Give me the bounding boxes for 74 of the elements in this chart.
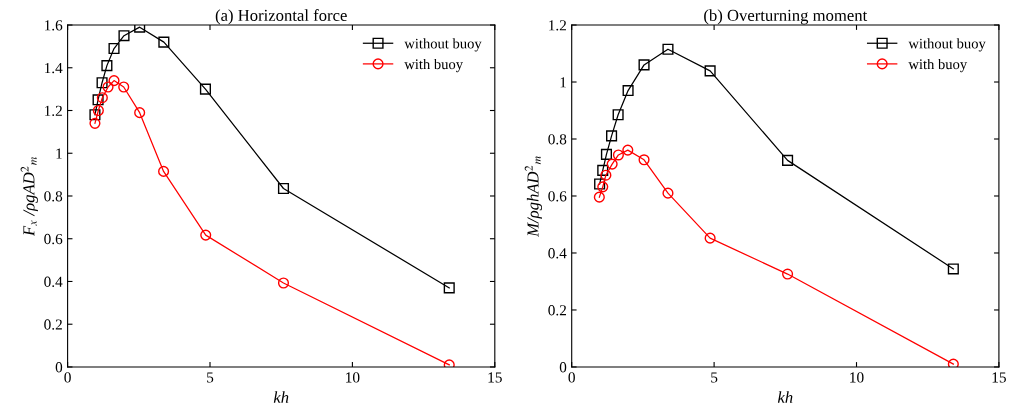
point <box>92 104 104 117</box>
point <box>158 165 170 177</box>
point <box>199 83 212 95</box>
chart-title: (b) Overturning moment <box>704 9 868 25</box>
x-axis-title: kh <box>273 391 289 403</box>
x-tick-label: 0 <box>64 372 71 383</box>
y-tick-label: 0.6 <box>548 191 567 202</box>
point <box>662 43 674 55</box>
point <box>102 81 114 93</box>
point <box>101 60 113 72</box>
point <box>96 77 108 89</box>
point <box>89 117 101 129</box>
y-tick-label: 0.8 <box>44 191 63 202</box>
point <box>947 263 959 275</box>
point <box>622 144 634 156</box>
point <box>612 149 624 161</box>
point <box>593 191 605 203</box>
y-tick-label: 1.4 <box>44 62 63 74</box>
point <box>118 30 130 42</box>
point <box>96 92 108 104</box>
y-axis-title: M/ρghAD$^{2}$$_{m}$ <box>524 156 543 238</box>
x-tick-label: 10 <box>850 372 864 383</box>
x-tick-label: 15 <box>488 372 502 383</box>
point <box>782 268 794 280</box>
y-axis-title: F$_{x}$ /ρgAD$^{2}$$_{m}$ <box>20 156 38 237</box>
y-tick-label: 1 <box>56 148 62 159</box>
point <box>782 154 794 166</box>
y-tick-label: 0.2 <box>548 305 566 316</box>
point <box>118 81 130 93</box>
point <box>600 148 613 160</box>
point <box>277 182 290 195</box>
legend-label: with buoy <box>404 58 463 73</box>
point <box>704 65 716 77</box>
y-tick-label: 1 <box>560 77 566 88</box>
point <box>612 109 624 121</box>
point <box>638 59 650 71</box>
y-tick-label: 0.2 <box>44 319 62 330</box>
y-tick-label: 0.6 <box>44 233 63 245</box>
x-tick-label: 15 <box>992 372 1006 383</box>
point <box>134 107 146 119</box>
point <box>443 282 455 294</box>
point <box>600 169 612 181</box>
y-tick-label: 0.8 <box>548 134 567 145</box>
y-tick-label: 0.4 <box>548 248 567 259</box>
point <box>89 109 101 121</box>
legend-label: with buoy <box>908 58 968 73</box>
x-tick-label: 0 <box>568 372 575 383</box>
legend-label: without buoy <box>404 38 482 52</box>
point <box>277 277 290 289</box>
point <box>704 232 716 244</box>
point <box>158 36 170 48</box>
y-tick-label: 0 <box>55 362 63 373</box>
point <box>606 158 618 170</box>
point <box>108 42 120 55</box>
x-tick-label: 5 <box>207 372 214 383</box>
x-tick-label: 10 <box>346 372 360 383</box>
y-tick-label: 0 <box>559 362 567 373</box>
point <box>622 85 634 97</box>
x-tick-label: 5 <box>711 372 718 383</box>
y-tick-label: 1.6 <box>44 20 63 31</box>
y-tick-label: 1.2 <box>44 105 62 117</box>
point <box>200 229 212 241</box>
point <box>92 94 104 106</box>
chart-title: (a) Horizontal force <box>215 9 347 25</box>
x-axis-title: kh <box>777 391 793 403</box>
point <box>108 75 120 87</box>
point <box>662 187 674 199</box>
point <box>606 130 618 142</box>
point <box>638 154 650 166</box>
y-tick-label: 0.4 <box>44 276 63 287</box>
point <box>597 164 609 176</box>
legend-label: without buoy <box>908 38 986 52</box>
point <box>947 358 959 367</box>
y-tick-label: 1.2 <box>549 20 566 31</box>
